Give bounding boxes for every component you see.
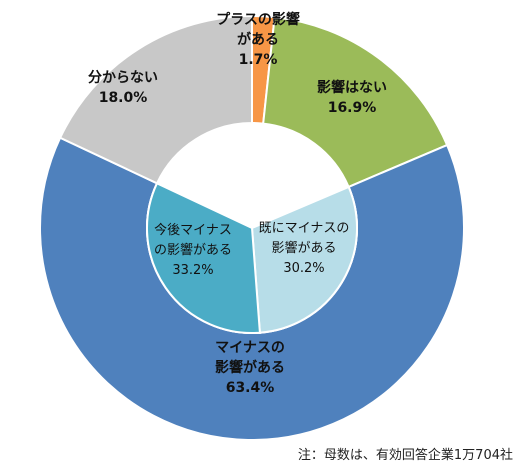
outer-label-4: 分からない 18.0% bbox=[88, 70, 158, 106]
inner-label-2: 今後マイナスの影響がある 33.2% bbox=[154, 222, 232, 278]
outer-label-3: マイナスの影響がある 63.4% bbox=[215, 340, 285, 396]
chart-note: 注：母数は、有効回答企業1万704社 bbox=[297, 448, 513, 463]
inner-label-1: 既にマイナスの影響がある 30.2% bbox=[259, 221, 350, 276]
outer-label-2: 影響はない 16.9% bbox=[317, 79, 387, 116]
donut-center bbox=[156, 122, 350, 229]
outer-label-1: プラスの影響がある 1.7% bbox=[216, 11, 300, 68]
